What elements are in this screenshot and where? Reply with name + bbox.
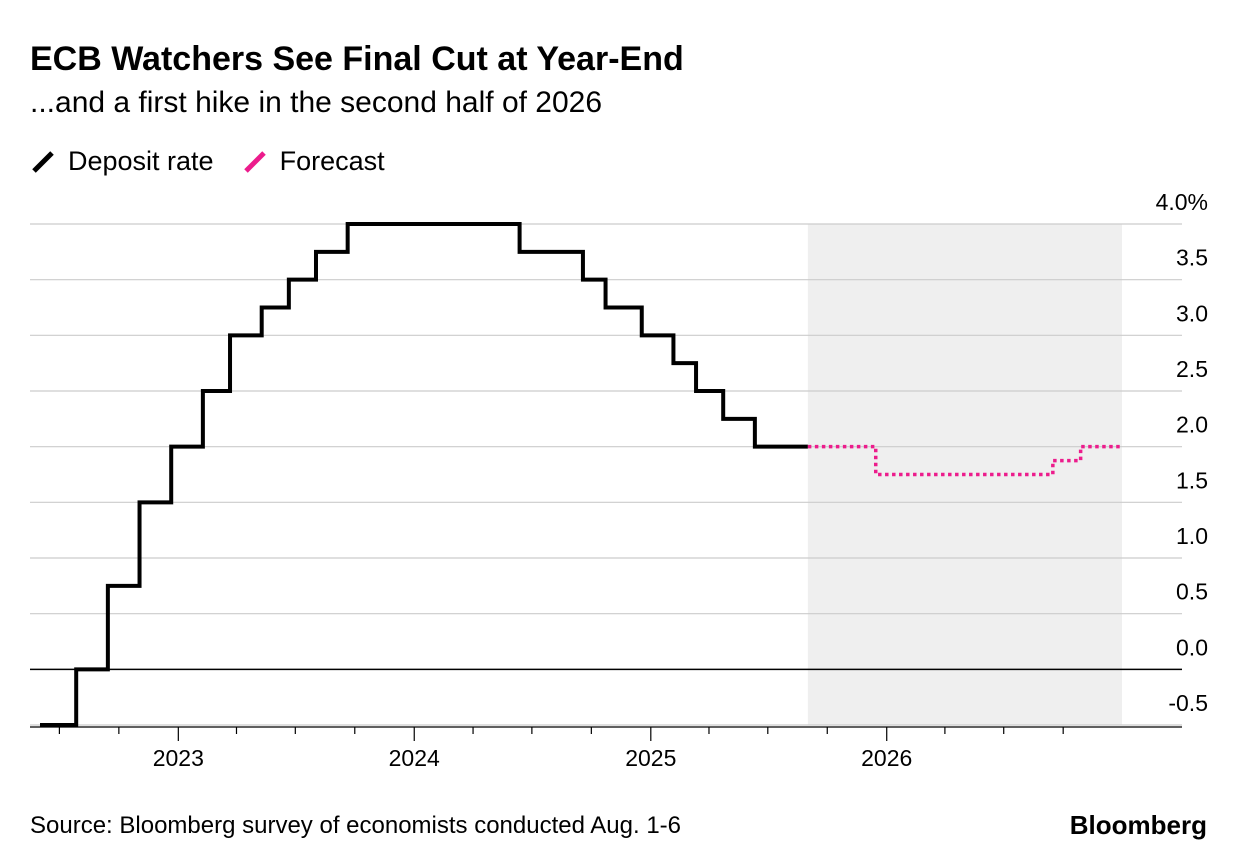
y-tick-label: 1.0 xyxy=(1176,523,1208,549)
legend-label-forecast: Forecast xyxy=(279,146,385,176)
y-tick-label: 1.5 xyxy=(1176,467,1208,493)
legend-item-forecast: Forecast xyxy=(242,146,385,177)
chart-title: ECB Watchers See Final Cut at Year-End xyxy=(30,40,684,78)
legend-slash-icon-forecast xyxy=(243,150,266,173)
brand-logo: Bloomberg xyxy=(1069,810,1207,840)
y-tick-label: 3.5 xyxy=(1176,245,1208,271)
legend-slash-icon-deposit-rate xyxy=(32,150,54,173)
legend-item-deposit-rate: Deposit rate xyxy=(30,146,214,177)
series-line-forecast xyxy=(807,444,1122,477)
y-tick-label: 0.0 xyxy=(1176,634,1208,660)
y-tick-label: 3.0 xyxy=(1176,300,1208,326)
source-note: Source: Bloomberg survey of economists c… xyxy=(30,812,682,839)
series-line-deposit-rate xyxy=(40,222,808,727)
y-tick-label: -0.5 xyxy=(1168,690,1208,716)
y-tick-label: 4.0% xyxy=(1156,189,1208,215)
y-tick-label: 0.5 xyxy=(1176,579,1208,605)
y-tick-label: 2.5 xyxy=(1176,356,1208,382)
x-tick-label: 2025 xyxy=(625,745,676,771)
x-tick-label: 2026 xyxy=(861,745,912,771)
x-tick-label: 2024 xyxy=(389,745,440,771)
legend-label-deposit-rate: Deposit rate xyxy=(68,146,214,176)
y-tick-label: 2.0 xyxy=(1176,412,1208,438)
chart-subtitle: ...and a first hike in the second half o… xyxy=(30,86,603,119)
x-tick-label: 2023 xyxy=(153,745,204,771)
legend: Deposit rate Forecast xyxy=(30,146,413,177)
